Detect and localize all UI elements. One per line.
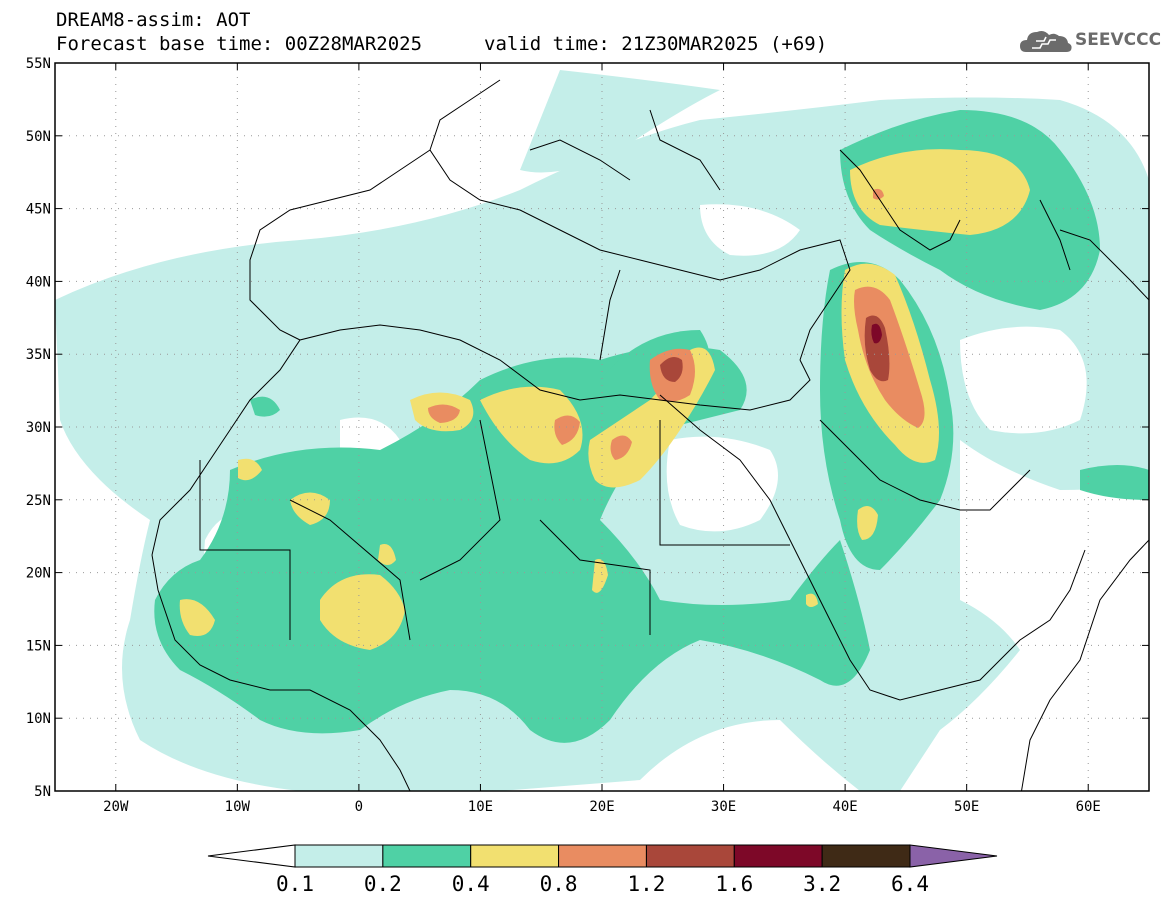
colorbar-level-label: 1.6 <box>715 872 753 896</box>
lat-tick-label: 35N <box>26 347 51 363</box>
map-title: DREAM8-assim: AOT <box>56 9 251 31</box>
lon-tick-label: 30E <box>711 799 736 815</box>
colorbar-swatch <box>470 844 560 868</box>
lat-tick-label: 10N <box>26 711 51 727</box>
seevccc-logo: SEEVCCC <box>1018 26 1162 58</box>
colorbar-level-label: 1.2 <box>627 872 665 896</box>
lat-tick-label: 25N <box>26 493 51 509</box>
lat-tick-label: 20N <box>26 566 51 582</box>
lon-tick-label: 40E <box>832 799 857 815</box>
lon-tick-label: 10E <box>468 799 493 815</box>
colorbar-level-label: 0.2 <box>364 872 402 896</box>
logo-text: SEEVCCC <box>1075 30 1162 50</box>
colorbar-level-label: 0.1 <box>276 872 314 896</box>
colorbar-swatch <box>821 844 911 868</box>
lon-tick-label: 50E <box>954 799 979 815</box>
aot-field <box>55 70 1149 791</box>
colorbar-swatch <box>645 844 735 868</box>
colorbar-min-extension <box>207 844 296 868</box>
lon-tick-label: 10W <box>225 799 251 815</box>
lat-tick-label: 30N <box>26 420 51 436</box>
lat-tick-label: 45N <box>26 202 51 218</box>
grid-lines <box>55 63 1149 791</box>
colorbar: 0.1 0.2 0.4 0.8 1.2 1.6 3.2 6.4 <box>207 844 998 896</box>
lat-tick-label: 55N <box>26 56 51 72</box>
aot-level-1.6 <box>871 323 882 344</box>
colorbar-level-label: 6.4 <box>891 872 929 896</box>
latitude-axis: 5N 10N 15N 20N 25N 30N 35N 40N 45N 50N 55N <box>26 56 1149 800</box>
lat-tick-label: 5N <box>34 784 51 800</box>
forecast-base-time: Forecast base time: 00Z28MAR2025 <box>56 33 423 55</box>
colorbar-level-label: 0.8 <box>540 872 578 896</box>
cloud-icon <box>1020 31 1072 52</box>
valid-time: valid time: 21Z30MAR2025 (+69) <box>484 33 828 55</box>
aot-level-1.2 <box>660 315 890 382</box>
lat-tick-label: 15N <box>26 638 51 654</box>
colorbar-swatch <box>733 844 823 868</box>
lon-tick-label: 0 <box>355 799 363 815</box>
colorbar-swatch <box>558 844 647 868</box>
colorbar-level-label: 0.4 <box>452 872 490 896</box>
coastlines <box>151 79 1149 791</box>
colorbar-swatch <box>294 844 384 868</box>
lat-tick-label: 40N <box>26 274 51 290</box>
lat-tick-label: 50N <box>26 129 51 145</box>
lon-tick-label: 20E <box>589 799 614 815</box>
longitude-axis: 20W 10W 0 10E 20E 30E 40E 50E 60E <box>103 63 1101 815</box>
lon-tick-label: 20W <box>103 799 129 815</box>
colorbar-swatch <box>382 844 472 868</box>
colorbar-level-label: 3.2 <box>803 872 841 896</box>
lon-tick-label: 60E <box>1076 799 1101 815</box>
colorbar-max-extension <box>909 844 998 868</box>
